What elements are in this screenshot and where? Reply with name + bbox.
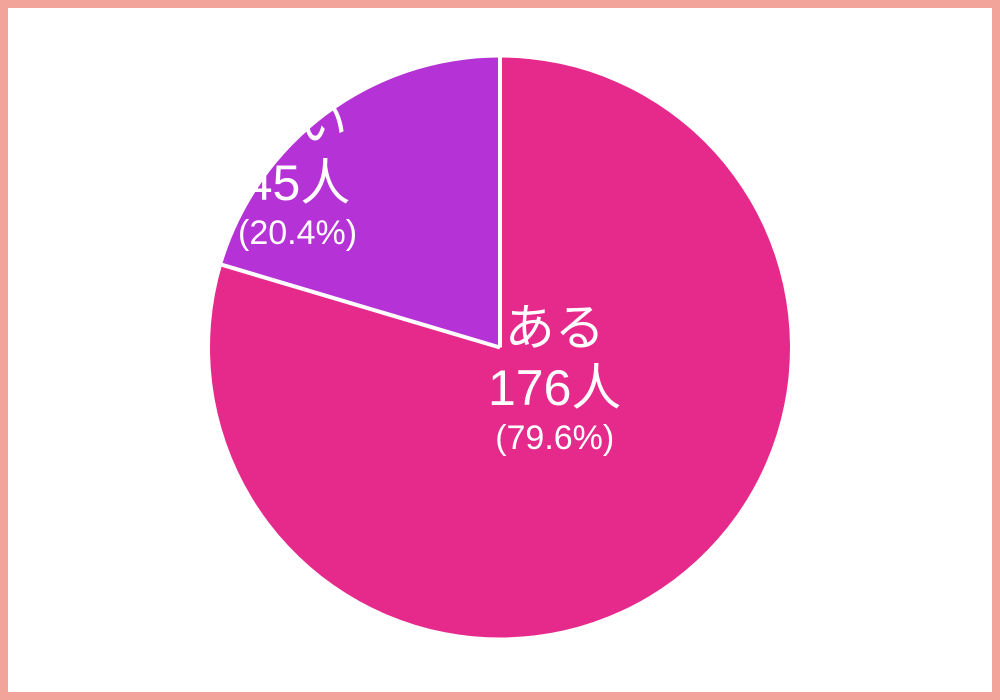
chart-frame: ある 176人 (79.6%) ない 45人 (20.4%) [0, 0, 1000, 700]
slice-label-nai-text: ない [238, 93, 357, 153]
slice-label-aru-percent: (79.6%) [488, 418, 621, 459]
slice-label-nai-percent: (20.4%) [238, 213, 357, 254]
slice-label-aru-count: 176人 [488, 358, 621, 418]
slice-label-aru-text: ある [488, 298, 621, 358]
slice-label-nai: ない 45人 (20.4%) [238, 93, 357, 254]
slice-label-nai-count: 45人 [238, 153, 357, 213]
slice-label-aru: ある 176人 (79.6%) [488, 298, 621, 459]
